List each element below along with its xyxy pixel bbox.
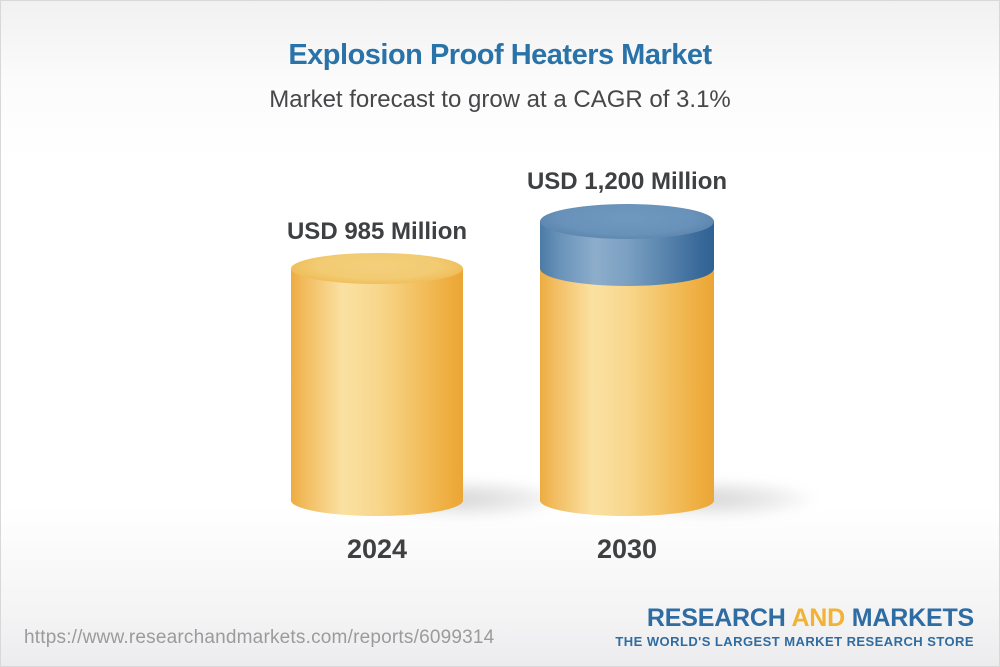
- logo-wordmark: RESEARCH AND MARKETS: [615, 604, 974, 633]
- logo-word-markets: MARKETS: [851, 604, 974, 632]
- logo-tagline: THE WORLD'S LARGEST MARKET RESEARCH STOR…: [615, 634, 974, 649]
- chart-subtitle: Market forecast to grow at a CAGR of 3.1…: [269, 86, 731, 113]
- cylinder-body-2030-base: [540, 269, 714, 501]
- report-url: https://www.researchandmarkets.com/repor…: [24, 627, 495, 648]
- bar-year-label-2024: 2024: [346, 534, 408, 564]
- bar-year-label-2030: 2030: [596, 534, 658, 564]
- logo-word-research: RESEARCH: [646, 604, 786, 632]
- bar-value-label-2024: USD 985 Million: [286, 218, 468, 245]
- chart-title: Explosion Proof Heaters Market: [288, 39, 712, 71]
- bar-value-label-2030: USD 1,200 Million: [526, 168, 728, 195]
- logo-word-and: AND: [791, 604, 846, 632]
- growth-segment-top-cap: [540, 204, 714, 239]
- cylinder-body-2024: [291, 268, 463, 501]
- cylinder-top-cap-2024: [291, 253, 463, 284]
- research-and-markets-logo: RESEARCH AND MARKETS THE WORLD'S LARGEST…: [615, 604, 974, 649]
